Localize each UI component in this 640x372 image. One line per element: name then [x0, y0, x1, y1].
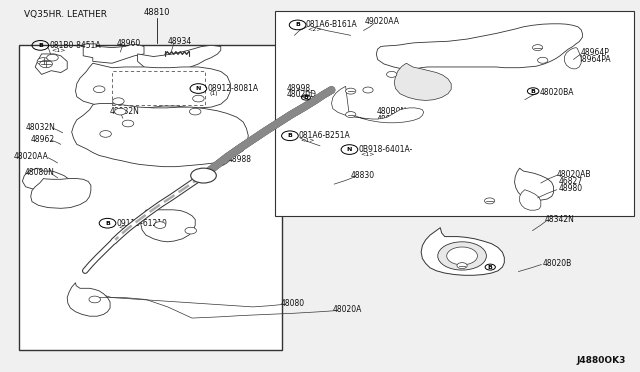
Circle shape: [438, 242, 486, 270]
Text: N: N: [347, 147, 352, 152]
Text: 48964PA: 48964PA: [578, 55, 612, 64]
Text: 48980: 48980: [559, 184, 583, 193]
Text: <1>: <1>: [51, 48, 65, 53]
Text: B: B: [105, 221, 110, 226]
Circle shape: [89, 296, 100, 303]
Circle shape: [346, 112, 356, 118]
Circle shape: [193, 95, 204, 102]
Text: 49020AA: 49020AA: [365, 17, 400, 26]
Text: 48020A: 48020A: [333, 305, 362, 314]
Circle shape: [532, 45, 543, 51]
Text: 09110-61210: 09110-61210: [116, 219, 167, 228]
Polygon shape: [35, 54, 67, 74]
Circle shape: [40, 60, 52, 68]
Polygon shape: [72, 103, 248, 167]
Circle shape: [93, 86, 105, 93]
Text: (1): (1): [209, 91, 218, 96]
Polygon shape: [421, 228, 504, 275]
Text: <2>: <2>: [308, 27, 323, 32]
Bar: [112, 71, 205, 105]
Polygon shape: [138, 45, 221, 71]
Text: 48020D: 48020D: [287, 90, 317, 99]
Text: B: B: [303, 95, 308, 100]
Circle shape: [100, 131, 111, 137]
Text: 48080N: 48080N: [24, 169, 54, 177]
Polygon shape: [515, 168, 554, 200]
Text: 48020BA: 48020BA: [540, 88, 574, 97]
Circle shape: [484, 198, 495, 204]
Polygon shape: [76, 63, 230, 110]
Text: 48934: 48934: [168, 37, 192, 46]
Text: 0B918-6401A-: 0B918-6401A-: [358, 145, 413, 154]
Circle shape: [47, 54, 58, 61]
Polygon shape: [520, 190, 541, 210]
Text: 48962: 48962: [31, 135, 55, 144]
Circle shape: [191, 168, 216, 183]
Text: J4880OK3: J4880OK3: [577, 356, 626, 365]
Bar: [275, 11, 634, 216]
Text: B: B: [488, 264, 493, 270]
Text: 48810: 48810: [376, 115, 401, 124]
Text: VQ35HR. LEATHER: VQ35HR. LEATHER: [24, 10, 108, 19]
Text: 08912-8081A: 08912-8081A: [207, 84, 259, 93]
Circle shape: [115, 108, 126, 115]
Text: N: N: [196, 86, 201, 91]
Text: 48960: 48960: [117, 39, 141, 48]
Text: <1>: <1>: [360, 152, 374, 157]
Text: 48080: 48080: [280, 299, 305, 308]
Text: 48020B: 48020B: [543, 259, 572, 268]
Text: B: B: [38, 43, 43, 48]
Polygon shape: [31, 179, 91, 208]
Text: B: B: [287, 133, 292, 138]
Circle shape: [387, 71, 397, 77]
Polygon shape: [67, 283, 110, 316]
Text: <2>: <2>: [118, 225, 133, 230]
Text: 48032N: 48032N: [110, 107, 140, 116]
Polygon shape: [376, 24, 582, 70]
Text: 081B0-8451A: 081B0-8451A: [49, 41, 101, 50]
Circle shape: [189, 108, 201, 115]
Circle shape: [363, 87, 373, 93]
Text: 081A6-B161A: 081A6-B161A: [306, 20, 358, 29]
Bar: [19, 45, 282, 350]
Circle shape: [154, 222, 166, 228]
Text: <1>: <1>: [300, 138, 314, 143]
Polygon shape: [22, 168, 69, 190]
Polygon shape: [83, 44, 144, 63]
Text: 48032N: 48032N: [26, 123, 56, 132]
Polygon shape: [394, 63, 451, 100]
Polygon shape: [141, 210, 195, 242]
Text: 46827: 46827: [559, 177, 583, 186]
Polygon shape: [564, 48, 581, 69]
Circle shape: [185, 227, 196, 234]
Text: B: B: [531, 89, 536, 94]
Text: 48810: 48810: [143, 9, 170, 17]
Circle shape: [447, 247, 477, 265]
Circle shape: [122, 120, 134, 127]
Text: B: B: [295, 22, 300, 28]
Circle shape: [457, 263, 467, 269]
Circle shape: [113, 98, 124, 105]
Text: 48020AA: 48020AA: [14, 153, 49, 161]
Text: 48342N: 48342N: [545, 215, 575, 224]
Polygon shape: [332, 86, 424, 123]
Text: 480B0N: 480B0N: [376, 107, 406, 116]
Circle shape: [346, 88, 356, 94]
Text: 48830: 48830: [351, 171, 375, 180]
Text: 081A6-B251A: 081A6-B251A: [298, 131, 350, 140]
Text: 48998: 48998: [287, 84, 311, 93]
Circle shape: [37, 58, 50, 65]
Circle shape: [538, 57, 548, 63]
Text: 48988: 48988: [227, 155, 251, 164]
Text: 48964P: 48964P: [581, 48, 610, 57]
Text: 48020AB: 48020AB: [557, 170, 591, 179]
